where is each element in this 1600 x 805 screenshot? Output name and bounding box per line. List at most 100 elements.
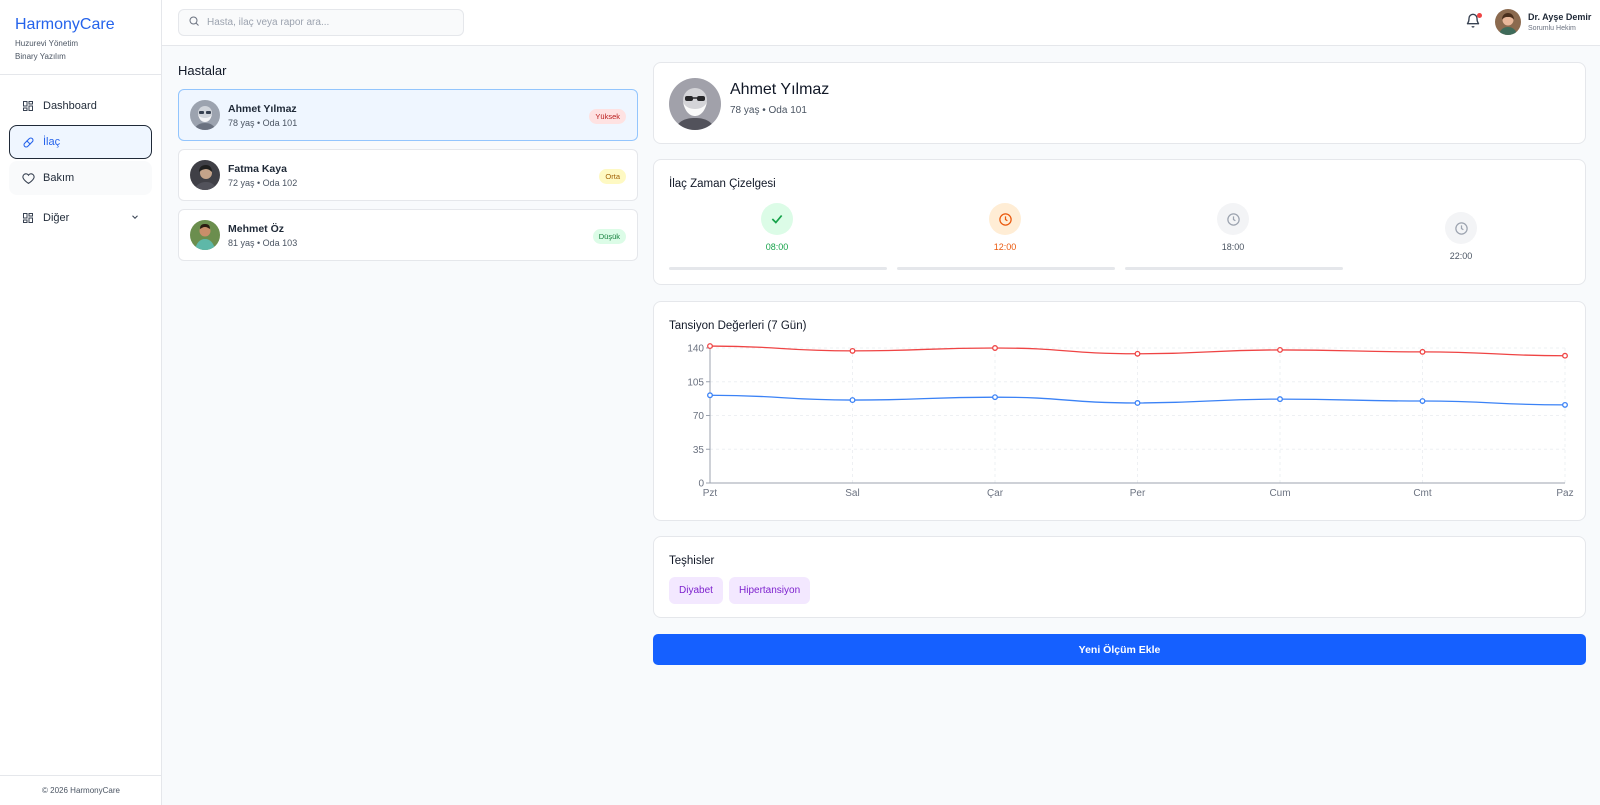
chart-title: Tansiyon Değerleri (7 Gün) [669,320,807,332]
topbar: Dr. Ayşe Demir Sorumlu Hekim [162,0,1600,46]
x-tick-label: Çar [987,488,1004,499]
patient-name: Mehmet Öz [228,223,285,235]
grid-icon [21,211,35,225]
schedule-connector [669,267,887,270]
priority-badge: Düşük [592,229,626,244]
grid-icon [21,99,35,113]
medication-schedule-card: İlaç Zaman Çizelgesi 08:00 12:00 18:00 2… [653,159,1586,285]
blood-pressure-chart: 0 35 70 105 140 Pzt Sal Çar Per Cum Cmt Paz [687,343,1574,499]
clock-icon [989,203,1021,235]
sidebar-item-label: İlaç [43,136,61,148]
schedule-connector [897,267,1115,270]
user-role: Sorumlu Hekim [1528,25,1576,32]
patient-meta: 78 yaş • Oda 101 [228,118,298,128]
profile-name: Ahmet Yılmaz [730,81,830,98]
brand: HarmonyCare Huzurevi Yönetim Binary Yazı… [0,0,161,75]
data-point [992,394,998,401]
diagnosis-tag[interactable]: Diyabet [669,577,723,604]
patient-avatar [190,100,220,130]
data-point [1419,398,1426,404]
patient-name: Fatma Kaya [228,163,287,175]
diagnosis-tag[interactable]: Hipertansiyon [729,577,811,604]
priority-badge: Yüksek [589,109,626,124]
data-point [849,347,856,354]
patient-profile-card: Ahmet Yılmaz 78 yaş • Oda 101 [653,62,1586,144]
brand-subtitle: Huzurevi Yönetim [15,39,78,48]
x-tick-label: Paz [1556,488,1573,499]
patient-name: Ahmet Yılmaz [228,103,297,115]
x-tick-label: Sal [845,488,859,499]
sidebar: HarmonyCare Huzurevi Yönetim Binary Yazı… [0,0,162,805]
patients-title: Hastalar [178,63,227,78]
data-point [1419,348,1426,355]
schedule-step-2200[interactable]: 22:00 [1431,212,1491,261]
sidebar-item-bakim[interactable]: Bakım [9,161,152,195]
check-icon [761,203,793,235]
bell-icon[interactable] [1465,13,1483,31]
sidebar-footer: © 2026 HarmonyCare [0,775,162,805]
patient-meta: 81 yaş • Oda 103 [228,238,298,248]
sidebar-item-ilac[interactable]: İlaç [9,125,152,159]
sidebar-item-diger[interactable]: Diğer [9,201,152,235]
schedule-title: İlaç Zaman Çizelgesi [669,178,776,190]
x-tick-label: Per [1130,488,1146,499]
patient-card[interactable]: Mehmet Öz 81 yaş • Oda 103 Düşük [178,209,638,261]
sidebar-item-label: Dashboard [43,100,97,112]
x-tick-label: Pzt [703,488,718,499]
brand-title[interactable]: HarmonyCare [15,16,115,33]
patient-card[interactable]: Ahmet Yılmaz 78 yaş • Oda 101 Yüksek [178,89,638,141]
patient-avatar [190,160,220,190]
schedule-time: 18:00 [1221,242,1245,252]
clock-icon [1217,203,1249,235]
data-point [1134,400,1141,406]
sidebar-item-dashboard[interactable]: Dashboard [9,89,152,123]
search-box[interactable] [178,9,464,36]
schedule-step-1800[interactable]: 18:00 [1203,203,1263,252]
schedule-step-1200[interactable]: 12:00 [975,203,1035,252]
y-tick-label: 70 [693,411,705,422]
data-point [849,397,856,404]
brand-company: Binary Yazılım [15,52,66,61]
search-input[interactable] [207,17,447,28]
sidebar-item-label: Bakım [43,172,75,184]
clock-icon [1445,212,1477,244]
y-tick-label: 0 [698,479,704,490]
data-point [1134,350,1141,357]
schedule-step-0800[interactable]: 08:00 [747,203,807,252]
chevron-down-icon[interactable] [130,212,140,225]
x-tick-label: Cmt [1413,488,1432,499]
patient-avatar [190,220,220,250]
schedule-time: 22:00 [1449,251,1473,261]
blood-pressure-card: Tansiyon Değerleri (7 Gün) 0 35 70 105 140 Pz… [653,301,1586,521]
schedule-connector [1125,267,1343,270]
user-name: Dr. Ayşe Demir [1528,12,1592,22]
avatar[interactable] [1495,9,1521,35]
heart-icon [21,171,35,185]
schedule-time: 12:00 [993,242,1017,252]
data-point [1562,401,1568,408]
y-tick-label: 105 [687,377,704,388]
data-point [992,345,998,351]
priority-badge: Orta [599,169,626,184]
notification-dot [1477,13,1482,18]
y-tick-label: 35 [693,445,705,456]
diagnoses-card: Teşhisler Diyabet Hipertansiyon [653,536,1586,618]
profile-avatar [669,78,721,130]
data-point [707,343,713,350]
patient-meta: 72 yaş • Oda 102 [228,178,298,188]
pill-icon [21,135,35,149]
data-point [707,392,713,399]
sidebar-item-label: Diğer [43,212,70,224]
x-tick-label: Cum [1269,488,1290,499]
schedule-time: 08:00 [765,242,789,252]
data-point [1277,396,1283,403]
data-point [1562,352,1568,359]
sidebar-nav: Dashboard İlaç Bakım Diğer [0,75,161,251]
add-measurement-button[interactable]: Yeni Ölçüm Ekle [653,634,1586,665]
search-icon [188,14,200,32]
diagnoses-title: Teşhisler [669,555,715,567]
y-tick-label: 140 [687,344,704,355]
profile-meta: 78 yaş • Oda 101 [730,105,807,116]
data-point [1277,346,1283,353]
patient-card[interactable]: Fatma Kaya 72 yaş • Oda 102 Orta [178,149,638,201]
